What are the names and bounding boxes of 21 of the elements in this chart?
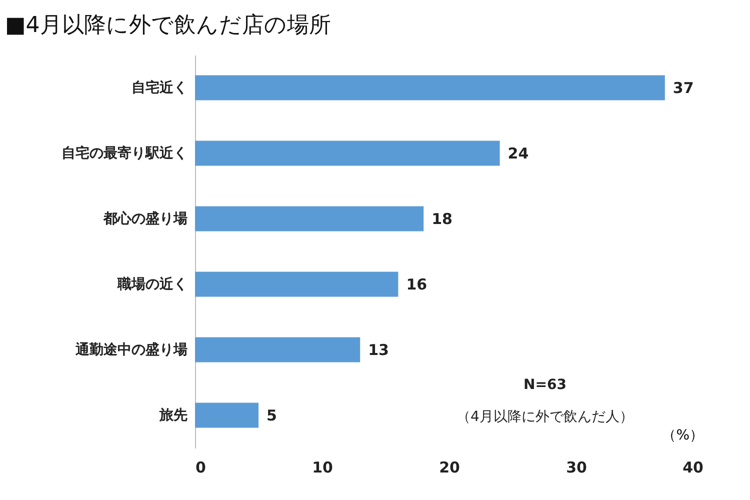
- y-tick-label: 都心の盛り場: [102, 210, 188, 227]
- y-tick-label: 旅先: [158, 407, 188, 424]
- x-axis-title: （%）: [662, 428, 704, 444]
- x-tick-label: 30: [566, 458, 587, 476]
- annotation: （4月以降に外で飲んだ人）: [456, 409, 634, 425]
- x-tick-label: 0: [196, 458, 206, 476]
- data-label: 5: [266, 406, 277, 424]
- data-label: 24: [508, 144, 529, 162]
- x-tick-label: 20: [439, 458, 460, 476]
- annotation: N=63: [524, 377, 566, 393]
- y-tick-label: 自宅の最寄り駅近く: [62, 144, 188, 162]
- chart-title: ■4月以降に外で飲んだ店の場所: [5, 13, 331, 38]
- x-tick-label: 40: [682, 458, 704, 476]
- y-tick-label: 職場の近く: [116, 275, 188, 292]
- data-label: 16: [406, 275, 428, 294]
- data-label: 13: [368, 340, 389, 359]
- x-tick-label: 10: [312, 458, 333, 476]
- data-label: 18: [432, 210, 452, 228]
- y-tick-label: 通勤途中の盛り場: [74, 340, 188, 358]
- y-tick-label: 自宅近く: [132, 78, 188, 96]
- data-label: 37: [672, 78, 694, 97]
